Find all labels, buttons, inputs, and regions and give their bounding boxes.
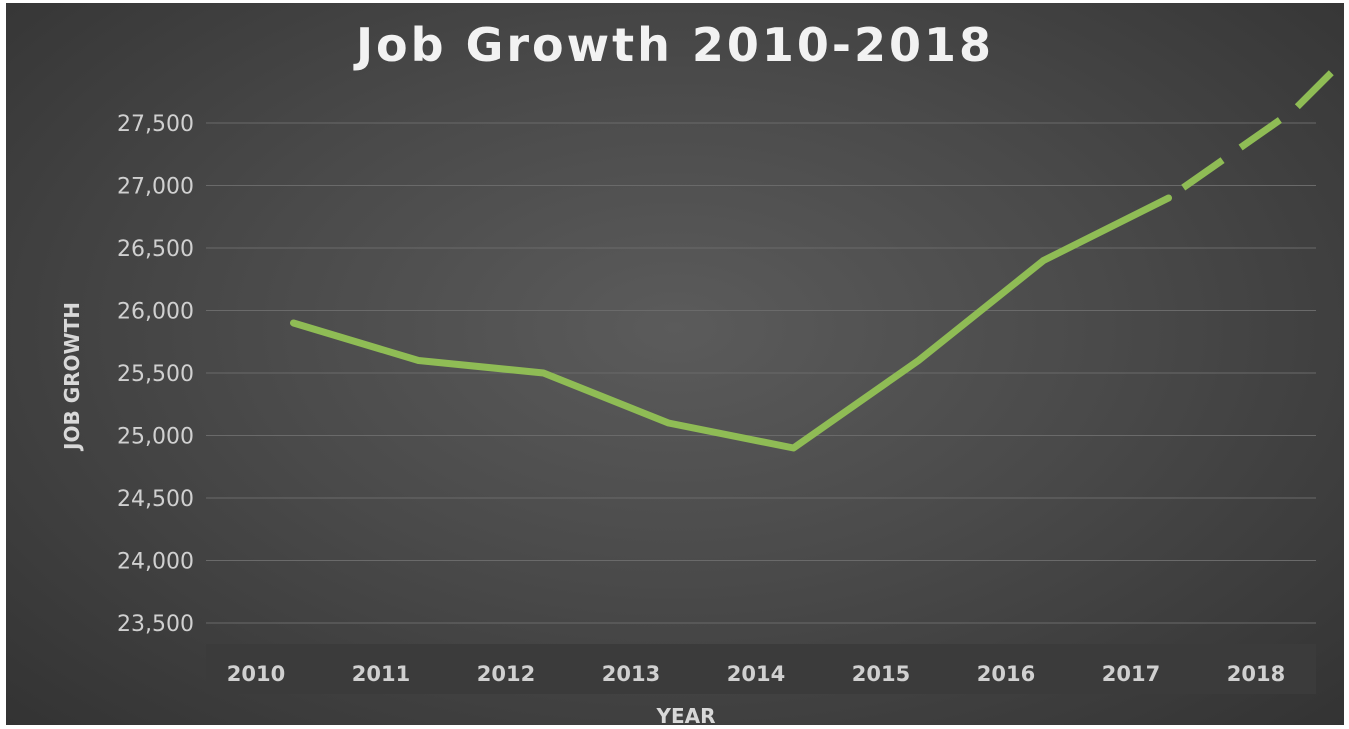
- gridlines: [206, 122, 1316, 624]
- x-tick-label: 2015: [852, 662, 910, 686]
- y-tick-label: 25,500: [117, 362, 194, 387]
- chart-frame: Job Growth 2010-2018 23,500 24,000 24,500 2…: [6, 3, 1344, 725]
- y-tick-label: 27,000: [117, 175, 194, 200]
- x-tick-label: 2018: [1227, 662, 1285, 686]
- y-axis-ticks: 23,500 24,000 24,500 25,000 25,500 26,000 26,5…: [117, 112, 194, 637]
- y-axis-title: JOB GROWTH: [60, 302, 84, 452]
- y-tick-label: 26,000: [117, 300, 194, 325]
- x-tick-label: 2017: [1102, 662, 1160, 686]
- x-tick-label: 2011: [352, 662, 410, 686]
- y-tick-label: 26,500: [117, 237, 194, 262]
- x-tick-label: 2016: [977, 662, 1035, 686]
- x-tick-label: 2012: [477, 662, 535, 686]
- x-axis-band: [206, 644, 1316, 694]
- x-tick-label: 2014: [727, 662, 785, 686]
- y-tick-label: 24,500: [117, 487, 194, 512]
- x-tick-label: 2013: [602, 662, 660, 686]
- line-chart: Job Growth 2010-2018 23,50024,00024,5002…: [60, 18, 1344, 725]
- y-tick-label: 23,500: [117, 612, 194, 637]
- x-tick-label: 2010: [227, 662, 285, 686]
- y-tick-label: 27,500: [117, 112, 194, 137]
- y-tick-label: 24,000: [117, 550, 194, 575]
- series-line-dashed: [1166, 58, 1344, 201]
- chart-title: Job Growth 2010-2018: [353, 18, 994, 72]
- y-tick-label: 25,000: [117, 425, 194, 450]
- series-line: [290, 58, 1344, 452]
- series-line-solid: [290, 194, 1172, 452]
- x-axis-ticks: 2010 2011 2012 2013 2014 2015 2016 2017 2018: [227, 662, 1285, 686]
- x-axis-title: YEAR: [655, 704, 715, 725]
